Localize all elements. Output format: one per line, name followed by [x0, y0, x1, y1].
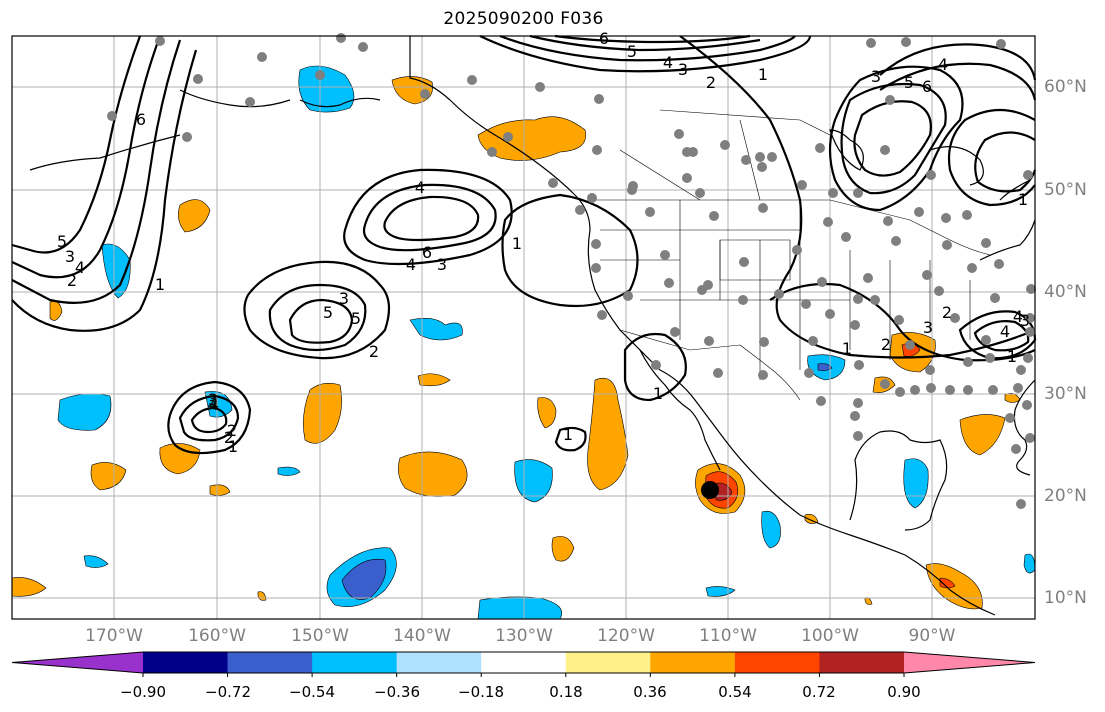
contour-label: 1: [1018, 190, 1028, 209]
lon-label: 90°W: [908, 626, 956, 646]
contour-label: 4: [938, 55, 948, 74]
map-panel: 6 5 4 3 2 1 6 4 3 2 5 4 3 6 4 5 3 2 1 5 …: [11, 29, 1037, 620]
colorbar-tick-label: 0.90: [887, 683, 921, 701]
contour-label: 2: [224, 428, 234, 447]
contour-label: 1: [155, 275, 165, 294]
contour-label: 4: [663, 53, 673, 72]
colorbar-segment: [12, 652, 143, 673]
storm-center-marker: [701, 481, 719, 499]
colorbar-segment: [904, 652, 1035, 673]
colorbar-tick-label: −0.36: [374, 683, 420, 701]
map-title: 2025090200 F036: [443, 9, 604, 29]
contour-label: 6: [136, 110, 146, 129]
colorbar-tick-label: 0.72: [802, 683, 836, 701]
colorbar-tick-label: −0.54: [289, 683, 335, 701]
colorbar-segment: [312, 652, 398, 673]
lon-label: 150°W: [291, 626, 349, 646]
contour-label: 5: [323, 303, 333, 322]
contour-label: 3: [339, 289, 349, 308]
contour-label: 4: [209, 395, 219, 414]
contour-label: 6: [422, 243, 432, 262]
contour-label: 5: [351, 309, 361, 328]
contour-label: 1: [758, 65, 768, 84]
contour-label: 1: [563, 425, 573, 444]
contour-label: 4: [75, 258, 85, 277]
contour-label: 4: [1000, 322, 1010, 341]
lon-label: 110°W: [699, 626, 757, 646]
colorbar-tick-label: 0.54: [718, 683, 752, 701]
station-markers: [107, 33, 1036, 509]
colorbar-tick-label: −0.18: [458, 683, 504, 701]
lat-label: 20°N: [1044, 486, 1087, 506]
contour-label: 2: [706, 73, 716, 92]
lon-label: 160°W: [188, 626, 246, 646]
contour-label: 3: [923, 318, 933, 337]
colorbar-segment: [143, 652, 229, 673]
contour-label: 1: [228, 437, 238, 456]
contour-label: 5: [904, 73, 914, 92]
contour-label-group: 6 5 4 3 2 1 6 4 3 2 5 4 3 6 4 5 3 2 1 5 …: [57, 29, 1030, 456]
lat-label: 60°N: [1044, 77, 1087, 97]
lat-label: 30°N: [1044, 384, 1087, 404]
shaded-field: [11, 65, 1036, 620]
colorbar-tick-label: 0.18: [549, 683, 583, 701]
lon-label: 120°W: [597, 626, 655, 646]
lat-label: 40°N: [1044, 282, 1087, 302]
colorbar-tick-label: −0.90: [120, 683, 166, 701]
colorbar: [11, 651, 1036, 677]
lon-label: 170°W: [85, 626, 143, 646]
contour-label: 3: [1020, 311, 1030, 330]
colorbar-segment: [734, 652, 820, 673]
colorbar-segment: [396, 652, 482, 673]
graticule: [12, 36, 1035, 619]
contour-label: 6: [599, 29, 609, 48]
colorbar-segment: [650, 652, 736, 673]
contour-label: 3: [208, 390, 218, 409]
contour-label: 4: [1013, 307, 1023, 326]
contour-label: 5: [57, 232, 67, 251]
coastlines: [29, 36, 1036, 616]
contour-label: 3: [65, 247, 75, 266]
lat-label: 10°N: [1044, 588, 1087, 608]
contour-label: 5: [627, 42, 637, 61]
contour-label: 2: [942, 303, 952, 322]
contour-label: 1: [512, 234, 522, 253]
colorbar-segment: [565, 652, 651, 673]
colorbar-tick-label: 0.36: [633, 683, 667, 701]
contour-label: 3: [871, 67, 881, 86]
colorbar-tick-label: −0.72: [205, 683, 251, 701]
lon-label: 100°W: [801, 626, 859, 646]
contour-label: 3: [437, 255, 447, 274]
contour-label: 2: [881, 335, 891, 354]
lon-label: 140°W: [393, 626, 451, 646]
colorbar-segment: [227, 652, 313, 673]
contour-label: 6: [922, 77, 932, 96]
colorbar-segment: [819, 652, 905, 673]
colorbar-segment: [481, 652, 567, 673]
contour-label: 3: [678, 60, 688, 79]
contour-label: 3: [207, 392, 217, 411]
contour-label: 4: [406, 255, 416, 274]
contour-label: 2: [227, 421, 237, 440]
contour-label: 1: [842, 339, 852, 358]
lat-label: 50°N: [1044, 180, 1087, 200]
contour-label: 2: [67, 271, 77, 290]
contour-label: 1: [1007, 347, 1017, 366]
contour-label: 2: [369, 342, 379, 361]
contour-label: 4: [415, 178, 425, 197]
lon-label: 130°W: [495, 626, 553, 646]
contour-label: 1: [653, 384, 663, 403]
